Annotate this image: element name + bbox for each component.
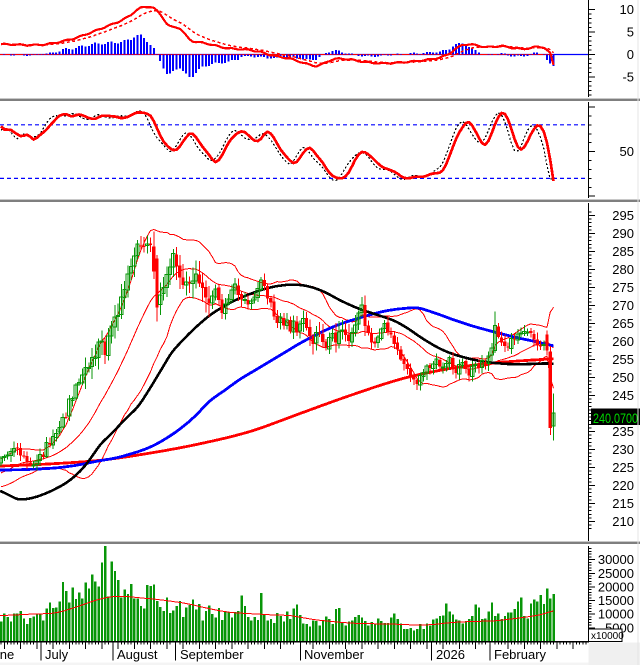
svg-text:2026: 2026 bbox=[436, 647, 465, 662]
svg-text:255: 255 bbox=[612, 352, 634, 367]
svg-text:0: 0 bbox=[627, 47, 634, 62]
svg-text:-5: -5 bbox=[622, 70, 634, 85]
svg-text:10: 10 bbox=[620, 2, 634, 17]
svg-text:July: July bbox=[45, 647, 69, 662]
svg-text:15000: 15000 bbox=[598, 593, 634, 608]
svg-text:30000: 30000 bbox=[598, 552, 634, 567]
svg-text:235: 235 bbox=[612, 424, 634, 439]
svg-text:20000: 20000 bbox=[598, 579, 634, 594]
svg-text:x10000: x10000 bbox=[591, 631, 624, 642]
svg-text:225: 225 bbox=[612, 460, 634, 475]
svg-text:285: 285 bbox=[612, 244, 634, 259]
svg-text:February: February bbox=[494, 647, 547, 662]
svg-text:210: 210 bbox=[612, 514, 634, 529]
svg-text:25000: 25000 bbox=[598, 566, 634, 581]
svg-text:275: 275 bbox=[612, 280, 634, 295]
svg-text:280: 280 bbox=[612, 262, 634, 277]
svg-text:5: 5 bbox=[627, 25, 634, 40]
svg-text:230: 230 bbox=[612, 442, 634, 457]
svg-text:November: November bbox=[304, 647, 365, 662]
svg-text:10000: 10000 bbox=[598, 607, 634, 622]
svg-text:August: August bbox=[117, 647, 158, 662]
svg-text:295: 295 bbox=[612, 208, 634, 223]
svg-text:250: 250 bbox=[612, 370, 634, 385]
svg-text:270: 270 bbox=[612, 298, 634, 313]
svg-text:240.0700: 240.0700 bbox=[593, 410, 638, 426]
svg-text:June: June bbox=[0, 647, 14, 662]
svg-text:September: September bbox=[180, 647, 244, 662]
svg-text:220: 220 bbox=[612, 478, 634, 493]
svg-text:260: 260 bbox=[612, 334, 634, 349]
svg-text:215: 215 bbox=[612, 496, 634, 511]
svg-text:245: 245 bbox=[612, 388, 634, 403]
svg-text:265: 265 bbox=[612, 316, 634, 331]
svg-text:290: 290 bbox=[612, 226, 634, 241]
svg-text:50: 50 bbox=[620, 144, 634, 159]
